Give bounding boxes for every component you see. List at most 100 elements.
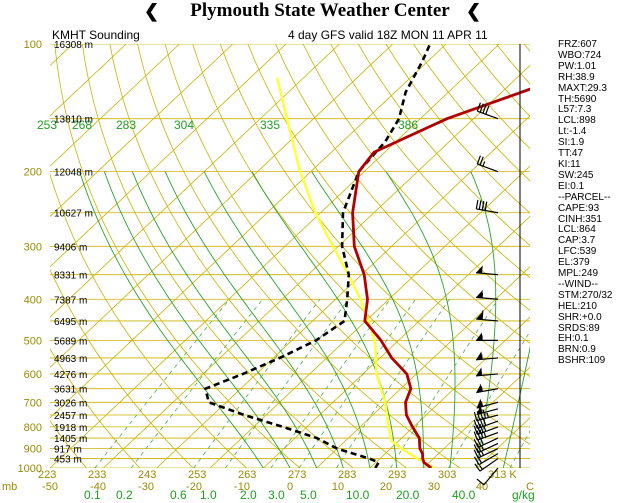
pressure-tick-label: 900 bbox=[24, 444, 42, 456]
moist-adiabat-line bbox=[164, 171, 344, 468]
index-line: SHR:+0.0 bbox=[558, 311, 602, 323]
index-line: TH:5690 bbox=[558, 93, 597, 105]
dry-adiabat-line bbox=[192, 44, 530, 445]
moist-adiabat-line bbox=[203, 171, 371, 468]
parcel-line bbox=[276, 77, 435, 468]
wind-barb bbox=[476, 367, 499, 377]
mixing-ratio-line bbox=[130, 299, 263, 468]
pressure-tick-label: 100 bbox=[24, 39, 42, 51]
index-line: Lt:-1.4 bbox=[558, 126, 587, 138]
isotherm-line bbox=[316, 266, 530, 468]
isotherm-line bbox=[50, 44, 447, 419]
pressure-unit-label: mb bbox=[2, 481, 17, 493]
index-line: RH:38.9 bbox=[558, 71, 595, 83]
height-label: 7387 m bbox=[54, 295, 87, 306]
header-bar: ❮ Plymouth State Weather Center ❮ bbox=[0, 0, 640, 24]
dry-adiabat-line bbox=[275, 44, 530, 344]
dry-adiabat-line bbox=[302, 44, 530, 311]
index-line: WBO:724 bbox=[558, 49, 602, 61]
moist-adiabat-line bbox=[251, 171, 398, 468]
theta-top-label: 386 bbox=[398, 118, 418, 132]
height-label: 9406 m bbox=[54, 242, 87, 253]
dry-adiabat-line bbox=[50, 268, 194, 468]
isotherm-line bbox=[50, 44, 500, 468]
pressure-tick-label: 800 bbox=[24, 422, 42, 434]
temperature-tick-label: -50 bbox=[42, 481, 58, 493]
theta-top-label: 268 bbox=[72, 118, 92, 132]
dewpoint-line bbox=[203, 44, 432, 468]
theta-top-label: 304 bbox=[174, 118, 194, 132]
wind-barb bbox=[473, 429, 499, 441]
index-line: FRZ:607 bbox=[558, 39, 597, 50]
temperature-tick-label: -10 bbox=[234, 481, 250, 493]
wind-barb bbox=[476, 332, 498, 341]
index-line: MAXT:29.3 bbox=[558, 82, 607, 94]
height-label: 4276 m bbox=[54, 370, 87, 381]
temperature-tick-label: 0 bbox=[287, 481, 293, 493]
mixing-ratio-line bbox=[270, 299, 391, 468]
mixing-ratio-label: 5.0 bbox=[300, 488, 317, 502]
page-title: Plymouth State Weather Center bbox=[190, 0, 450, 21]
height-label: 917 m bbox=[54, 445, 82, 456]
index-line: CAPE:93 bbox=[558, 202, 600, 214]
theta-bottom-label: 223 bbox=[38, 469, 56, 481]
isotherm-line bbox=[156, 115, 530, 468]
wind-barb bbox=[476, 383, 499, 394]
theta-bottom-label: 263 bbox=[238, 469, 256, 481]
isotherm-line bbox=[0, 44, 19, 468]
wind-barb bbox=[473, 423, 499, 435]
moist-adiabat-line bbox=[103, 171, 291, 468]
height-label: 453 m bbox=[54, 455, 82, 466]
index-line: PW:1.01 bbox=[558, 60, 597, 72]
mixing-ratio-label: g/kg bbox=[512, 488, 535, 502]
index-line: LCL:864 bbox=[558, 224, 596, 236]
height-label: 3631 m bbox=[54, 385, 87, 396]
theta-top-label: 283 bbox=[116, 118, 136, 132]
temperature-line bbox=[351, 87, 530, 468]
theta-bottom-label: 283 bbox=[338, 469, 356, 481]
height-label: 8331 m bbox=[54, 271, 87, 282]
index-line: --PARCEL-- bbox=[558, 191, 611, 203]
pressure-tick-label: 600 bbox=[24, 369, 42, 381]
index-line: MPL:249 bbox=[558, 268, 599, 280]
mixing-ratio-label: 40.0 bbox=[452, 488, 476, 502]
index-line: EL:379 bbox=[558, 257, 590, 269]
mixing-ratio-line bbox=[94, 299, 230, 468]
pressure-tick-label: 300 bbox=[24, 241, 42, 253]
temperature-tick-label: 10 bbox=[332, 481, 344, 493]
height-label: 1405 m bbox=[54, 434, 87, 445]
theta-top-label: 335 bbox=[260, 118, 280, 132]
theta-bottom-label: 233 bbox=[88, 469, 106, 481]
isotherm-line bbox=[263, 215, 530, 468]
height-label: 6495 m bbox=[54, 317, 87, 328]
isotherm-line bbox=[423, 366, 530, 468]
isotherm-line bbox=[209, 165, 530, 468]
wind-barb bbox=[475, 199, 499, 214]
index-line: BRN:0.9 bbox=[558, 344, 596, 356]
index-line: EI:0.1 bbox=[558, 180, 585, 192]
wind-barb bbox=[476, 351, 499, 361]
temperature-tick-label: -20 bbox=[186, 481, 202, 493]
indices-panel: FRZ:607 WBO:724 PW:1.01 RH:38.9 MAXT:29.3 TH:… bbox=[558, 39, 638, 367]
mixing-ratio-line bbox=[193, 299, 321, 468]
grid-lines bbox=[0, 44, 530, 468]
station-label: KMHT Sounding bbox=[52, 28, 140, 42]
moist-adiabat-line bbox=[385, 171, 456, 468]
dry-adiabat-line bbox=[109, 44, 407, 468]
dry-adiabat-line bbox=[50, 420, 87, 468]
isotherm-line bbox=[50, 44, 234, 217]
index-line: HEL:210 bbox=[558, 300, 597, 312]
moist-adiabat-line bbox=[79, 171, 264, 468]
wind-barb bbox=[476, 310, 499, 322]
pressure-tick-label: 700 bbox=[24, 397, 42, 409]
isotherm-line bbox=[50, 44, 394, 368]
temperature-tick-label: -30 bbox=[138, 481, 154, 493]
dry-adiabat-line bbox=[54, 44, 301, 468]
isotherm-line bbox=[369, 316, 530, 468]
mixing-ratio-line bbox=[298, 299, 416, 468]
height-label: 12048 m bbox=[54, 168, 93, 179]
wind-barb bbox=[473, 442, 499, 454]
flag-left-icon: ❮ bbox=[144, 1, 160, 21]
dry-adiabat-line bbox=[137, 44, 461, 468]
theta-top-label: 253 bbox=[37, 118, 57, 132]
